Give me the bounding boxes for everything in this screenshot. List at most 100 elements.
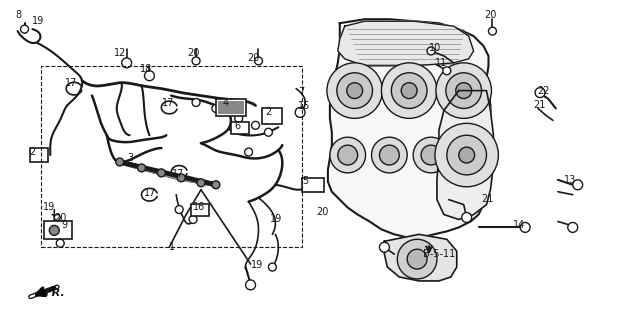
Text: 2: 2	[30, 147, 36, 157]
Bar	[302, 178, 324, 192]
Text: 4: 4	[223, 99, 229, 108]
Circle shape	[462, 212, 471, 222]
Polygon shape	[328, 19, 490, 237]
Polygon shape	[384, 234, 457, 281]
Circle shape	[338, 145, 358, 165]
Circle shape	[56, 239, 64, 247]
Circle shape	[381, 63, 437, 118]
Text: 10: 10	[429, 43, 441, 53]
Circle shape	[573, 180, 582, 190]
Bar	[191, 204, 209, 215]
Circle shape	[446, 73, 481, 108]
Circle shape	[568, 222, 578, 232]
Circle shape	[138, 164, 146, 172]
Text: 19: 19	[44, 202, 56, 212]
Text: 17: 17	[65, 78, 78, 88]
Text: 22: 22	[537, 86, 550, 96]
Text: 7: 7	[298, 87, 304, 97]
Circle shape	[379, 145, 399, 165]
Text: 8: 8	[16, 10, 21, 20]
Circle shape	[197, 179, 205, 187]
Circle shape	[520, 222, 530, 232]
Polygon shape	[437, 91, 493, 220]
Bar	[231, 122, 249, 134]
Circle shape	[447, 135, 487, 175]
Circle shape	[443, 67, 451, 75]
Circle shape	[268, 263, 276, 271]
Bar	[218, 100, 244, 114]
Circle shape	[401, 83, 417, 99]
Circle shape	[189, 215, 197, 223]
Text: 11: 11	[435, 58, 447, 68]
Text: B-5-11: B-5-11	[423, 249, 456, 259]
Text: 19: 19	[32, 16, 44, 26]
Circle shape	[327, 63, 382, 118]
Text: 21: 21	[533, 100, 545, 110]
Text: 9: 9	[61, 220, 68, 230]
Circle shape	[488, 27, 497, 35]
Circle shape	[192, 57, 200, 65]
Bar	[216, 99, 245, 116]
Bar	[42, 66, 302, 247]
Circle shape	[346, 83, 363, 99]
Text: FR.: FR.	[44, 288, 65, 298]
Circle shape	[175, 206, 183, 213]
Circle shape	[379, 242, 389, 252]
Circle shape	[421, 145, 441, 165]
Text: 14: 14	[513, 220, 526, 230]
Text: 3: 3	[127, 153, 134, 163]
Circle shape	[330, 137, 365, 173]
Text: 15: 15	[298, 101, 310, 111]
Circle shape	[463, 145, 483, 165]
Text: 20: 20	[316, 206, 328, 217]
Text: 20: 20	[485, 10, 497, 20]
Text: 12: 12	[114, 48, 126, 58]
Text: 17: 17	[143, 188, 156, 198]
Circle shape	[264, 128, 273, 136]
Circle shape	[245, 280, 256, 290]
FancyArrowPatch shape	[37, 288, 55, 295]
Circle shape	[435, 123, 498, 187]
Circle shape	[372, 137, 407, 173]
Text: 20: 20	[54, 213, 67, 223]
Circle shape	[254, 57, 262, 65]
Circle shape	[535, 88, 545, 98]
Text: 19: 19	[251, 260, 263, 270]
Polygon shape	[338, 21, 474, 66]
Text: 18: 18	[139, 64, 152, 74]
Text: 5: 5	[302, 176, 309, 186]
Text: 19: 19	[271, 214, 283, 224]
Text: 21: 21	[481, 194, 494, 204]
Text: 2: 2	[266, 108, 272, 117]
Circle shape	[456, 83, 471, 99]
Circle shape	[252, 121, 259, 129]
Circle shape	[337, 73, 372, 108]
Circle shape	[245, 148, 252, 156]
Circle shape	[177, 174, 185, 182]
Text: 13: 13	[564, 175, 576, 185]
Circle shape	[455, 137, 490, 173]
Circle shape	[21, 25, 28, 33]
Text: 1: 1	[169, 242, 175, 252]
Circle shape	[144, 71, 155, 81]
Bar	[262, 108, 282, 124]
Circle shape	[212, 105, 220, 112]
Circle shape	[398, 239, 437, 279]
Circle shape	[413, 137, 449, 173]
Circle shape	[235, 114, 243, 122]
Circle shape	[427, 47, 435, 55]
Circle shape	[212, 181, 220, 189]
Circle shape	[436, 63, 492, 118]
Circle shape	[295, 108, 305, 117]
Bar	[30, 148, 49, 162]
Text: 20: 20	[247, 53, 260, 63]
Text: 16: 16	[193, 202, 205, 212]
Text: 17: 17	[162, 99, 175, 108]
Circle shape	[49, 225, 59, 235]
Circle shape	[54, 214, 60, 220]
Circle shape	[391, 73, 427, 108]
Circle shape	[157, 169, 165, 177]
Text: 17: 17	[172, 169, 185, 179]
Circle shape	[122, 58, 132, 68]
Circle shape	[192, 99, 200, 107]
